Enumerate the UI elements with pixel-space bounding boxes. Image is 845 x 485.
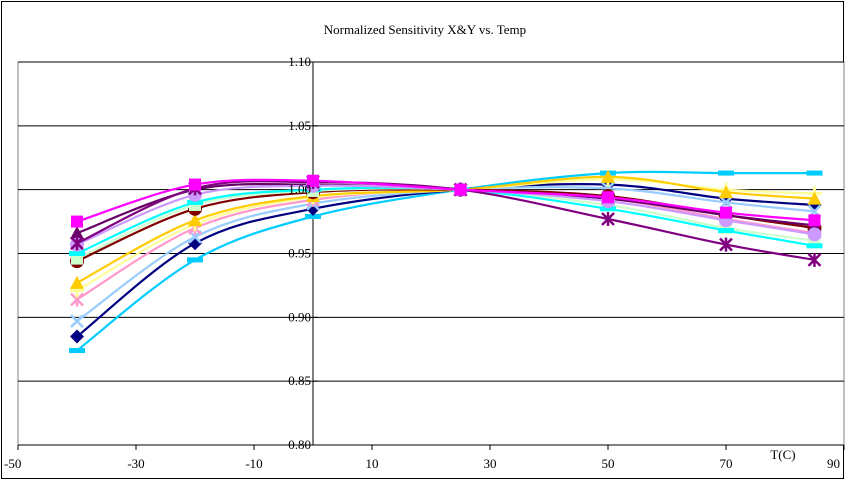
data-point — [601, 169, 615, 183]
data-point — [720, 206, 732, 219]
x-axis-label: T(C) — [770, 447, 795, 462]
x-tick-label: -10 — [245, 456, 262, 471]
data-point — [69, 348, 85, 354]
data-point — [719, 237, 733, 252]
x-tick-label: -50 — [4, 456, 21, 471]
series-group — [69, 169, 823, 354]
y-tick-label: 1.10 — [288, 54, 311, 69]
series — [71, 174, 821, 228]
data-point — [187, 257, 203, 263]
y-tick-label: 0.90 — [288, 309, 311, 324]
data-point — [70, 275, 84, 289]
data-point — [71, 215, 83, 228]
data-point — [188, 213, 202, 227]
data-point — [601, 212, 615, 227]
y-tick-label: 0.85 — [288, 373, 311, 388]
data-point — [187, 199, 203, 205]
x-tick-label: -30 — [127, 456, 144, 471]
data-point — [808, 214, 821, 227]
x-tick-label: 70 — [720, 456, 733, 471]
data-point — [806, 243, 823, 249]
data-point — [70, 314, 84, 329]
data-point — [807, 252, 822, 267]
x-tick-label: 50 — [602, 456, 615, 471]
y-tick-label: 0.95 — [288, 246, 311, 261]
data-point — [600, 206, 616, 212]
data-point — [70, 226, 84, 240]
data-point — [718, 228, 734, 234]
data-point — [807, 191, 822, 205]
x-tick-label: 10 — [366, 456, 379, 471]
data-point — [454, 183, 467, 196]
data-point — [70, 329, 84, 344]
data-point — [307, 174, 319, 187]
y-tick-label: 1.00 — [288, 182, 311, 197]
data-point — [189, 178, 201, 191]
data-point — [70, 236, 84, 251]
data-point — [69, 251, 85, 256]
data-point — [719, 185, 733, 199]
x-tick-label: 30 — [484, 456, 497, 471]
data-point — [806, 170, 823, 176]
data-point — [602, 191, 614, 204]
tick-labels: 0.80 0.85 0.90 0.95 1.00 1.05 1.10 -50 -30 -10 10 3… — [4, 54, 840, 471]
y-tick-label: 1.05 — [288, 118, 311, 133]
axes — [17, 61, 845, 450]
data-point — [718, 170, 734, 176]
data-point — [719, 195, 733, 210]
x-tick-label: 90 — [827, 456, 840, 471]
chart-title: Normalized Sensitivity X&Y vs. Temp — [324, 22, 526, 37]
data-point — [305, 213, 321, 219]
data-point — [807, 227, 822, 242]
y-tick-label: 0.80 — [288, 437, 311, 452]
